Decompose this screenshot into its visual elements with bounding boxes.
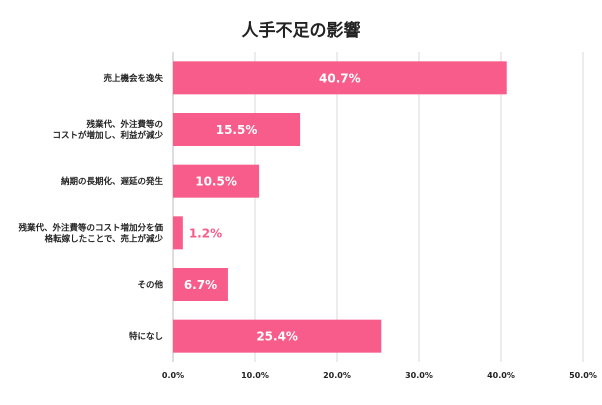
x-tick-label: 40.0%: [487, 371, 515, 380]
value-label: 15.5%: [216, 123, 258, 137]
x-tick-label: 0.0%: [162, 371, 184, 380]
x-tick-label: 30.0%: [405, 371, 433, 380]
category-label: 特になし: [129, 331, 163, 342]
chart-title: 人手不足の影響: [242, 20, 361, 41]
bar: [173, 164, 260, 198]
bar: [173, 61, 507, 95]
value-label: 6.7%: [184, 278, 217, 292]
bar: [173, 268, 228, 301]
value-label: 25.4%: [256, 330, 298, 344]
category-label: 残業代、外注費等のコスト増加分を価格転嫁したことで、売上が減少: [18, 222, 163, 244]
bar: [173, 113, 301, 146]
gridlines: [172, 52, 584, 362]
bars: [173, 61, 507, 353]
x-tick-label: 20.0%: [323, 371, 351, 380]
category-label: 残業代、外注費等のコストが増加し、利益が減少: [52, 119, 163, 141]
x-tick-label: 10.0%: [241, 371, 269, 380]
bar: [173, 216, 183, 250]
category-labels: 売上機会を逸失残業代、外注費等のコストが増加し、利益が減少納期の長期化、遅延の発…: [18, 73, 163, 342]
category-label: 納期の長期化、遅延の発生: [61, 176, 164, 187]
value-labels: 40.7% 15.5% 10.5% 1.2% 6.7% 25.4%: [184, 71, 361, 343]
value-label: 40.7%: [319, 71, 361, 85]
x-tick-label: 50.0%: [569, 371, 597, 380]
category-label: その他: [137, 280, 163, 291]
category-label: 売上機会を逸失: [102, 73, 163, 84]
value-label: 10.5%: [195, 175, 237, 189]
value-label: 1.2%: [189, 226, 222, 240]
bar: [173, 319, 382, 353]
x-tick-labels: 0.0% 10.0% 20.0% 30.0% 40.0% 50.0%: [162, 371, 597, 380]
